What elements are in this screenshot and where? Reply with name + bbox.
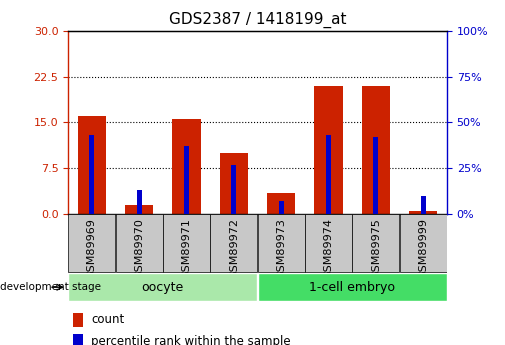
Bar — [78, 116, 106, 214]
Text: GSM89973: GSM89973 — [276, 218, 286, 279]
Text: percentile rank within the sample: percentile rank within the sample — [91, 335, 290, 345]
Bar — [231, 165, 236, 214]
Text: count: count — [91, 313, 124, 326]
Text: 1-cell embryo: 1-cell embryo — [309, 281, 395, 294]
Bar — [421, 196, 426, 214]
Bar — [326, 135, 331, 214]
Text: GSM89970: GSM89970 — [134, 218, 144, 279]
Bar — [184, 146, 189, 214]
FancyBboxPatch shape — [116, 215, 163, 272]
Text: GSM89969: GSM89969 — [87, 218, 97, 279]
Bar — [279, 201, 284, 214]
Text: development stage: development stage — [0, 282, 101, 292]
Bar — [137, 190, 142, 214]
Bar — [314, 86, 343, 214]
FancyBboxPatch shape — [352, 215, 399, 272]
FancyBboxPatch shape — [163, 215, 210, 272]
Bar — [373, 137, 378, 214]
Bar — [362, 86, 390, 214]
Bar — [89, 135, 94, 214]
Text: GSM89999: GSM89999 — [418, 218, 428, 279]
Bar — [74, 334, 83, 345]
Text: GSM89975: GSM89975 — [371, 218, 381, 279]
FancyBboxPatch shape — [211, 215, 258, 272]
Bar — [267, 193, 295, 214]
FancyBboxPatch shape — [258, 273, 447, 301]
FancyBboxPatch shape — [258, 215, 305, 272]
Bar — [125, 205, 154, 214]
Bar — [172, 119, 201, 214]
FancyBboxPatch shape — [68, 273, 258, 301]
Text: oocyte: oocyte — [142, 281, 184, 294]
Bar — [220, 153, 248, 214]
FancyBboxPatch shape — [68, 215, 115, 272]
Bar — [74, 313, 83, 327]
FancyBboxPatch shape — [400, 215, 447, 272]
FancyBboxPatch shape — [305, 215, 352, 272]
Text: GSM89974: GSM89974 — [324, 218, 334, 279]
Text: GSM89971: GSM89971 — [181, 218, 191, 279]
Bar — [409, 211, 437, 214]
Title: GDS2387 / 1418199_at: GDS2387 / 1418199_at — [169, 12, 346, 28]
Text: GSM89972: GSM89972 — [229, 218, 239, 279]
